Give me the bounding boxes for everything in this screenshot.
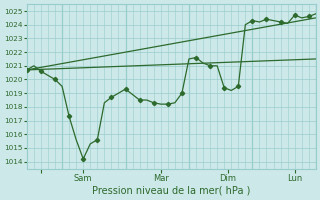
X-axis label: Pression niveau de la mer( hPa ): Pression niveau de la mer( hPa )	[92, 186, 251, 196]
